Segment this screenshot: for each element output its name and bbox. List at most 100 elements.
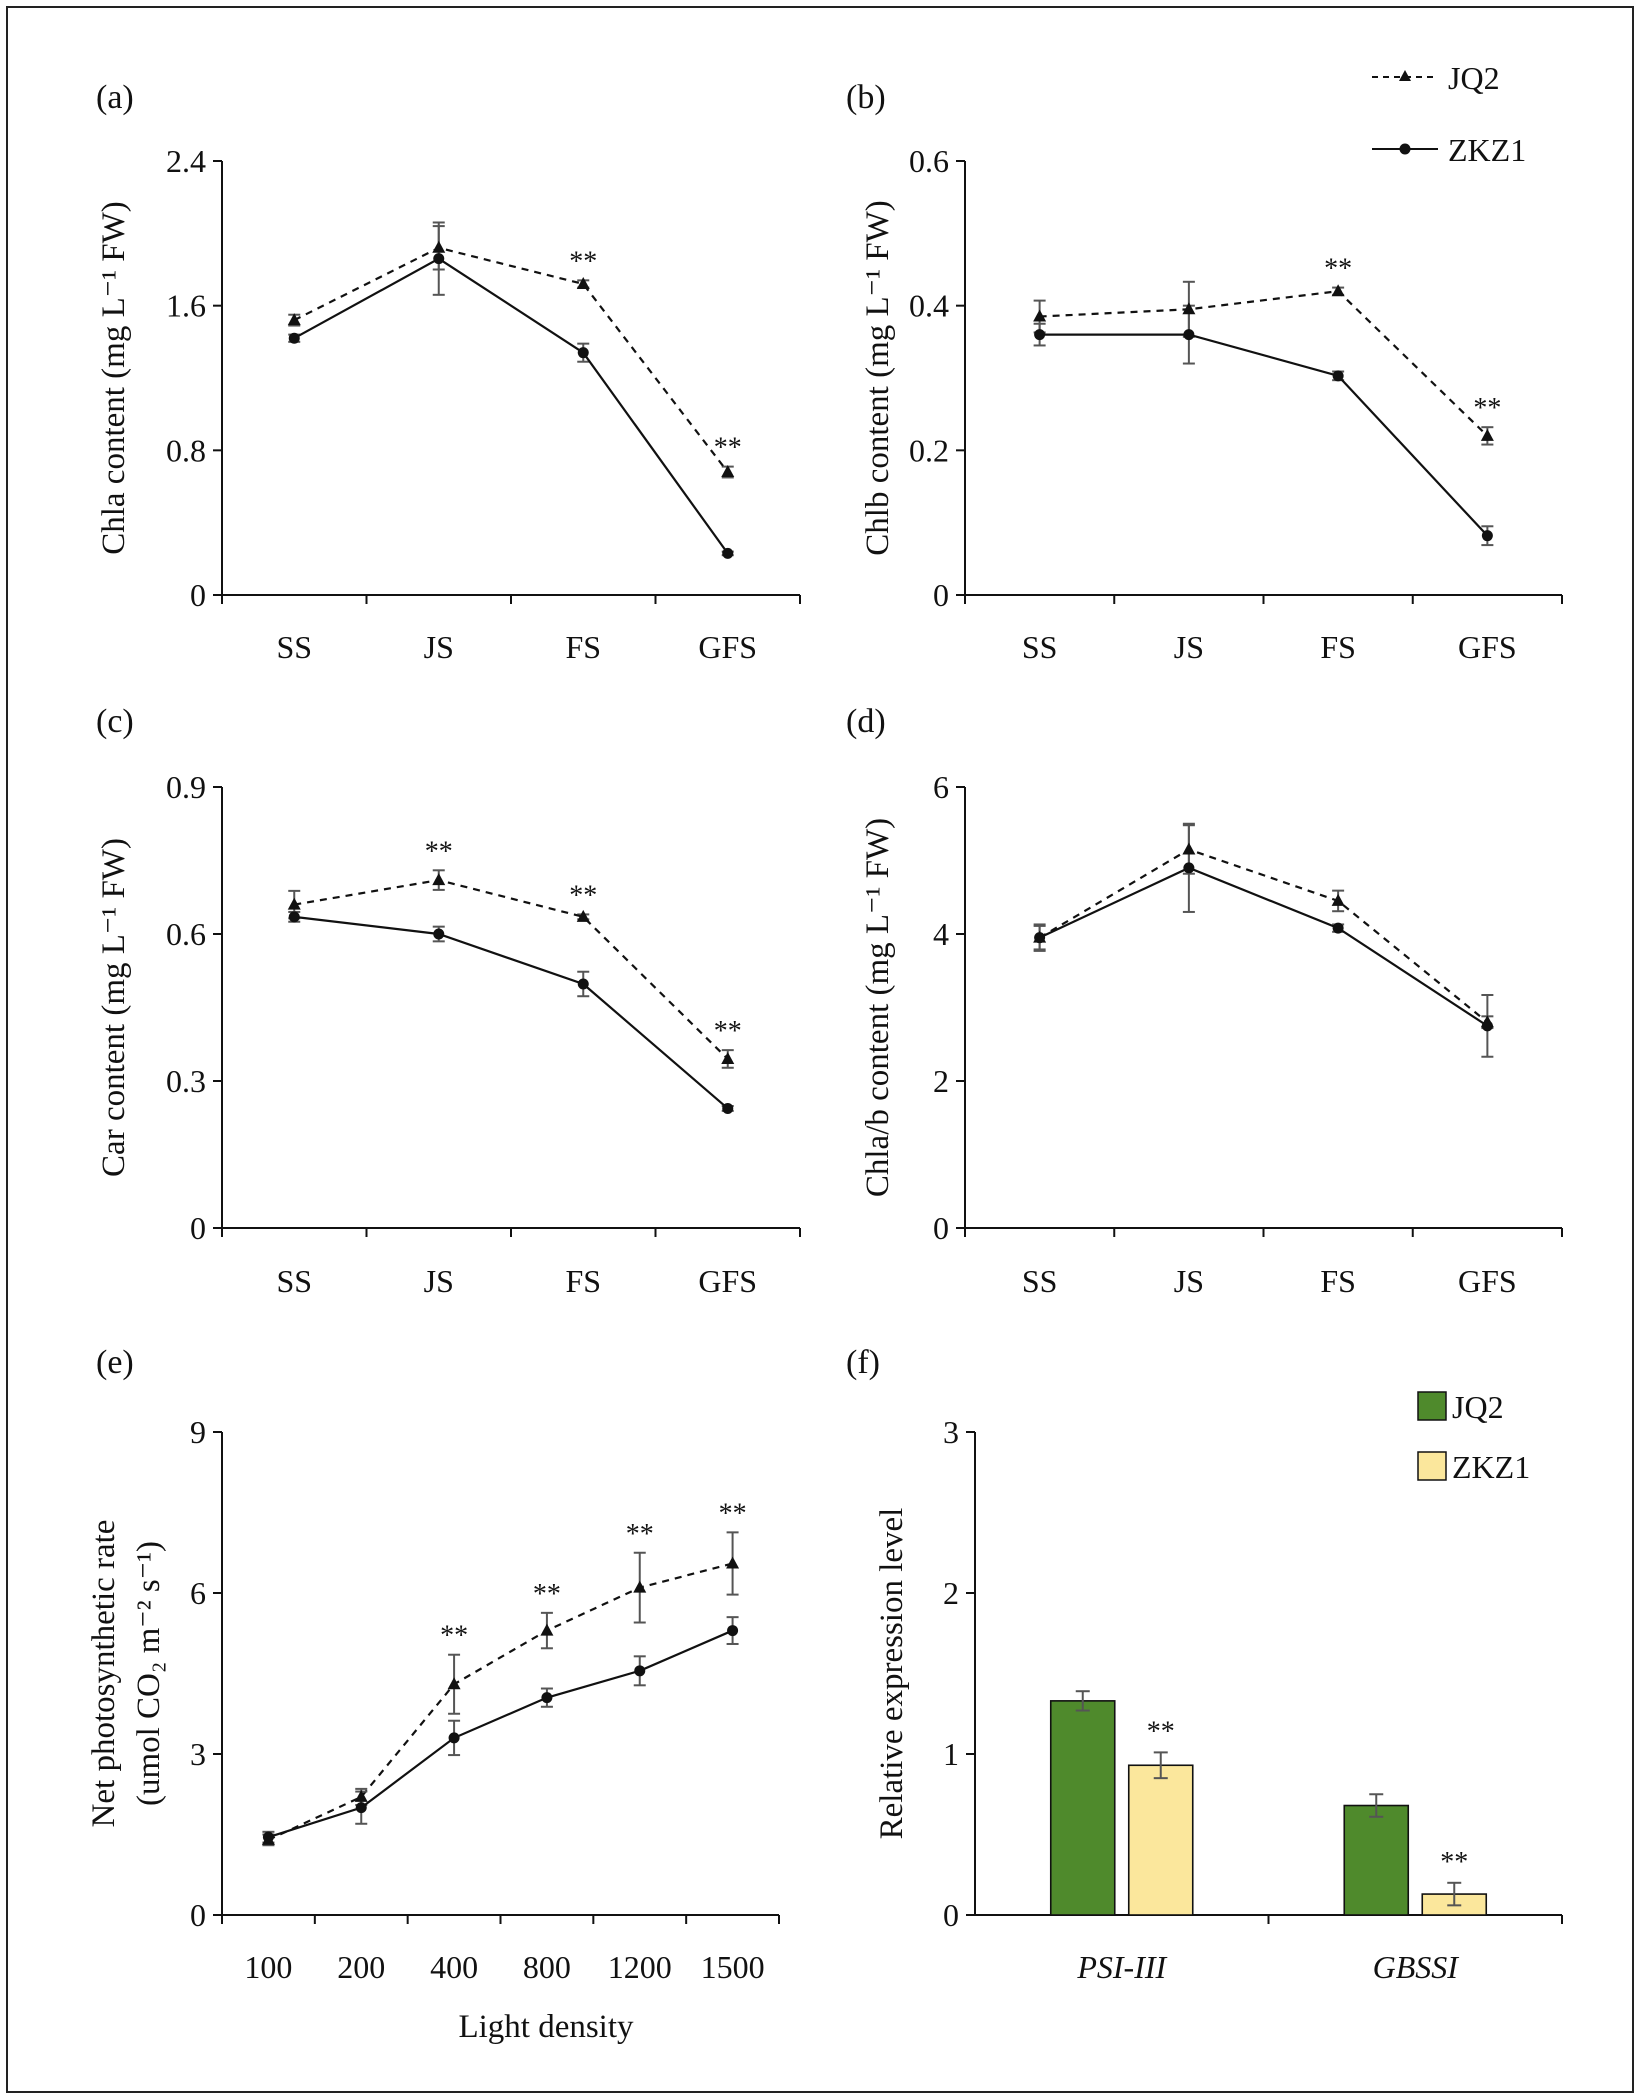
chart-panel-c: (c) 0 0.3 0.6 0.9 SS JS FS GFS Car content (mg L⁻… [96,703,801,1299]
y-axis-label: Chla/b content (mg L⁻¹ FW) [860,818,896,1197]
data-point-zkz1 [577,978,589,990]
data-point-jq2 [287,897,301,910]
x-tick-label: 100 [244,1949,292,1985]
x-tick-label: GBSSI [1373,1949,1460,1985]
x-tick-label: 800 [523,1949,571,1985]
y-tick-label: 1.6 [166,288,206,324]
legend-zkz1-marker [1399,143,1411,155]
significance-mark: ** [714,433,742,464]
x-tick-label: 1500 [701,1949,765,1985]
y-tick-label: 6 [190,1575,206,1611]
x-tick-label: JS [424,1263,454,1299]
y-axis-label: Net photosynthetic rate [86,1520,122,1828]
x-tick-label: FS [565,629,601,665]
series-line-jq2 [1039,848,1489,1024]
y-tick-label: 0 [190,1897,206,1933]
panel-label: (e) [96,1344,134,1381]
y-tick-label: 0 [933,1210,949,1246]
legend-jq2-label: JQ2 [1448,60,1500,96]
legend-bar-jq2-label: JQ2 [1452,1389,1504,1425]
significance-mark: ** [1440,1847,1468,1878]
significance-mark: ** [719,1498,747,1529]
significance-mark: ** [569,880,597,911]
bar-zkz1 [1127,1764,1194,1916]
y-tick-label: 2 [943,1575,959,1611]
data-point-zkz1 [1481,530,1493,542]
x-tick-label: 400 [430,1949,478,1985]
y-tick-label: 0 [943,1897,959,1933]
y-axis-label: Chlb content (mg L⁻¹ FW) [860,200,896,555]
x-tick-label: JS [1174,1263,1204,1299]
y-tick-label: 3 [190,1736,206,1772]
y-tick-label: 1 [943,1736,959,1772]
chart-panel-a: (a) 0 0.8 1.6 2.4 SS JS FS GFS Chla content (mg L… [96,79,801,665]
panel-label: (b) [846,79,886,116]
y-tick-label: 0.9 [166,769,206,805]
data-point-jq2 [726,1556,740,1569]
y-axis-label: Chla content (mg L⁻¹ FW) [96,201,132,555]
y-tick-label: 0 [933,577,949,613]
significance-mark: ** [1147,1716,1175,1747]
significance-mark: ** [533,1579,561,1610]
data-point-zkz1 [727,1625,739,1637]
series-line-zkz1 [1039,866,1488,1027]
data-point-zkz1 [288,911,300,923]
x-tick-label: JS [1174,629,1204,665]
panel-label: (d) [846,703,886,740]
y-tick-label: 0.4 [909,288,949,324]
data-point-jq2 [287,313,301,326]
x-tick-label: FS [1320,1263,1356,1299]
data-point-jq2 [721,465,735,478]
figure-frame [6,6,1634,2093]
x-tick-label: SS [1022,1263,1058,1299]
panel-label: (a) [96,79,134,116]
y-tick-label: 0.3 [166,1063,206,1099]
bar-jq2 [1343,1804,1410,1916]
data-point-zkz1 [1183,862,1195,874]
data-point-jq2 [576,276,590,289]
y-axis-label-2: (umol CO₂ m⁻² s⁻¹) [131,1541,167,1806]
data-point-zkz1 [1034,932,1046,944]
data-point-jq2 [576,909,590,922]
data-point-zkz1 [634,1665,646,1677]
x-axis-label: Light density [458,2009,634,2045]
significance-mark: ** [714,1016,742,1047]
y-tick-label: 6 [933,769,949,805]
y-tick-label: 9 [190,1414,206,1450]
significance-mark: ** [425,836,453,867]
panel-label: (f) [846,1344,880,1381]
panel-label: (c) [96,703,134,740]
chart-panel-e: (e) 0 3 6 9 100 200 400 800 1200 1500 Net photosynt… [86,1344,780,2045]
y-tick-label: 2 [933,1063,949,1099]
legend-lines: JQ2 ZKZ1 [1372,60,1526,168]
x-tick-label: GFS [1458,629,1517,665]
series-line-jq2 [267,1562,733,1841]
data-point-jq2 [432,240,446,253]
data-point-zkz1 [722,1102,734,1114]
chart-panel-b: (b) 0 0.2 0.4 0.6 SS JS FS GFS Chlb content (mg L… [846,79,1563,665]
x-tick-label: GFS [698,1263,757,1299]
data-point-jq2 [540,1623,554,1636]
data-point-zkz1 [541,1692,553,1704]
y-tick-label: 2.4 [166,143,206,179]
x-tick-label: 1200 [608,1949,672,1985]
significance-mark: ** [1324,254,1352,285]
data-point-jq2 [1331,284,1345,297]
y-tick-label: 0.6 [909,143,949,179]
chart-panel-d: (d) 0 2 4 6 SS JS FS GFS Chla/b content (mg L⁻¹ F… [846,703,1563,1299]
legend-bars: JQ2 ZKZ1 [1417,1389,1530,1485]
legend-bar-zkz1-label: ZKZ1 [1452,1449,1530,1485]
data-point-zkz1 [577,347,589,359]
x-tick-label: JS [424,629,454,665]
chart-panel-f: (f) 0 1 2 3 PSI-III GBSSI Relative expression l… [846,1344,1563,1985]
y-tick-label: 0.6 [166,916,206,952]
series-line-zkz1 [268,1629,734,1839]
data-point-zkz1 [1183,329,1195,341]
y-axis-label: Relative expression level [874,1508,910,1840]
data-point-zkz1 [433,928,445,940]
x-tick-label: SS [276,1263,312,1299]
data-point-zkz1 [262,1831,274,1843]
x-tick-label: GFS [1458,1263,1517,1299]
legend-jq2-marker [1399,70,1411,81]
data-point-jq2 [432,873,446,886]
